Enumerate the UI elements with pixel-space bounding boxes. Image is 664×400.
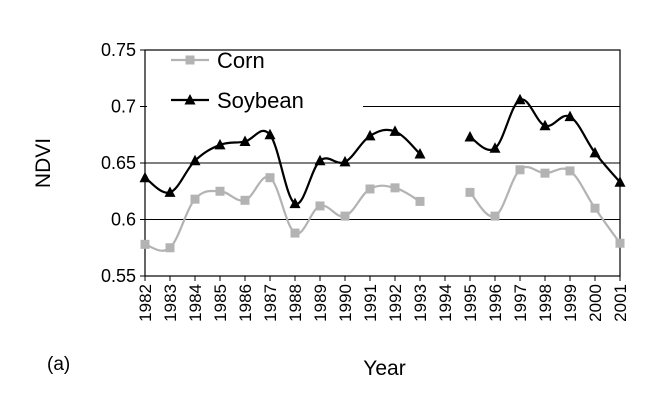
data-point	[515, 165, 525, 175]
y-tick-label: 0.6	[111, 210, 136, 230]
data-point	[565, 166, 575, 176]
y-tick-label: 0.7	[111, 97, 136, 117]
y-tick-label: 0.55	[101, 266, 136, 286]
data-point	[314, 154, 326, 166]
data-point	[539, 119, 551, 131]
data-point	[364, 129, 376, 141]
panel-label: (a)	[47, 354, 70, 375]
series-line	[144, 175, 421, 252]
legend-marker	[184, 94, 196, 105]
data-point	[240, 195, 250, 205]
data-point	[164, 186, 176, 197]
data-point	[190, 194, 200, 204]
legend-background	[147, 52, 363, 116]
x-axis-title: Year	[363, 357, 405, 380]
data-point	[264, 128, 276, 140]
data-point	[239, 135, 251, 147]
y-axis-ticks: 0.55 0.6 0.65 0.7 0.75	[101, 40, 145, 286]
x-axis-ticks: 1982 1983 1984 1985 1986 1987 1988 1989 1990 1991…	[136, 276, 630, 322]
data-point	[589, 146, 601, 158]
data-point	[340, 211, 350, 221]
data-point	[414, 147, 426, 159]
data-point	[140, 239, 150, 249]
data-point	[514, 93, 526, 105]
x-tick-label: 1996	[486, 284, 505, 322]
series-corn	[140, 165, 625, 253]
x-tick-label: 1999	[561, 284, 580, 322]
x-tick-label: 1993	[411, 284, 430, 322]
x-tick-label: 2001	[611, 284, 630, 322]
x-tick-label: 1998	[536, 284, 555, 322]
data-point	[165, 243, 175, 253]
x-tick-label: 1982	[136, 284, 155, 322]
data-point	[540, 168, 550, 178]
x-tick-label: 1992	[386, 284, 405, 322]
x-tick-label: 1990	[336, 284, 355, 322]
data-point	[615, 238, 625, 248]
data-point	[389, 125, 401, 136]
x-tick-label: 2000	[586, 284, 605, 322]
data-point	[339, 155, 351, 167]
x-tick-label: 1988	[286, 284, 305, 322]
series-layer	[139, 93, 626, 253]
data-point	[215, 186, 225, 196]
data-point	[290, 228, 300, 238]
x-tick-label: 1986	[236, 284, 255, 322]
x-tick-label: 1991	[361, 284, 380, 322]
x-tick-label: 1989	[311, 284, 330, 322]
data-point	[465, 187, 475, 197]
y-tick-label: 0.75	[101, 40, 136, 60]
data-point	[464, 131, 476, 142]
legend-label: Corn	[217, 48, 265, 73]
data-point	[390, 183, 400, 193]
x-tick-label: 1994	[436, 284, 455, 322]
data-point	[489, 142, 501, 153]
data-point	[590, 203, 600, 213]
data-point	[289, 197, 301, 209]
y-axis-title: NDVI	[32, 138, 55, 188]
data-point	[139, 171, 151, 183]
data-point	[189, 154, 201, 166]
data-point	[564, 110, 576, 122]
data-point	[490, 211, 500, 221]
y-tick-label: 0.65	[101, 153, 136, 173]
x-tick-label: 1987	[261, 284, 280, 322]
data-point	[315, 201, 325, 211]
legend-label: Soybean	[217, 88, 304, 113]
data-point	[365, 184, 375, 194]
x-tick-label: 1985	[211, 284, 230, 322]
legend-marker	[185, 55, 195, 65]
data-point	[614, 176, 626, 187]
x-tick-label: 1997	[511, 284, 530, 322]
legend: Corn Soybean	[147, 48, 363, 116]
data-point	[415, 196, 425, 206]
series-line	[144, 128, 421, 205]
data-point	[265, 173, 275, 183]
series-soybean	[139, 93, 626, 209]
x-tick-label: 1983	[161, 284, 180, 322]
x-tick-label: 1995	[461, 284, 480, 322]
data-point	[214, 138, 226, 150]
x-tick-label: 1984	[186, 284, 205, 322]
